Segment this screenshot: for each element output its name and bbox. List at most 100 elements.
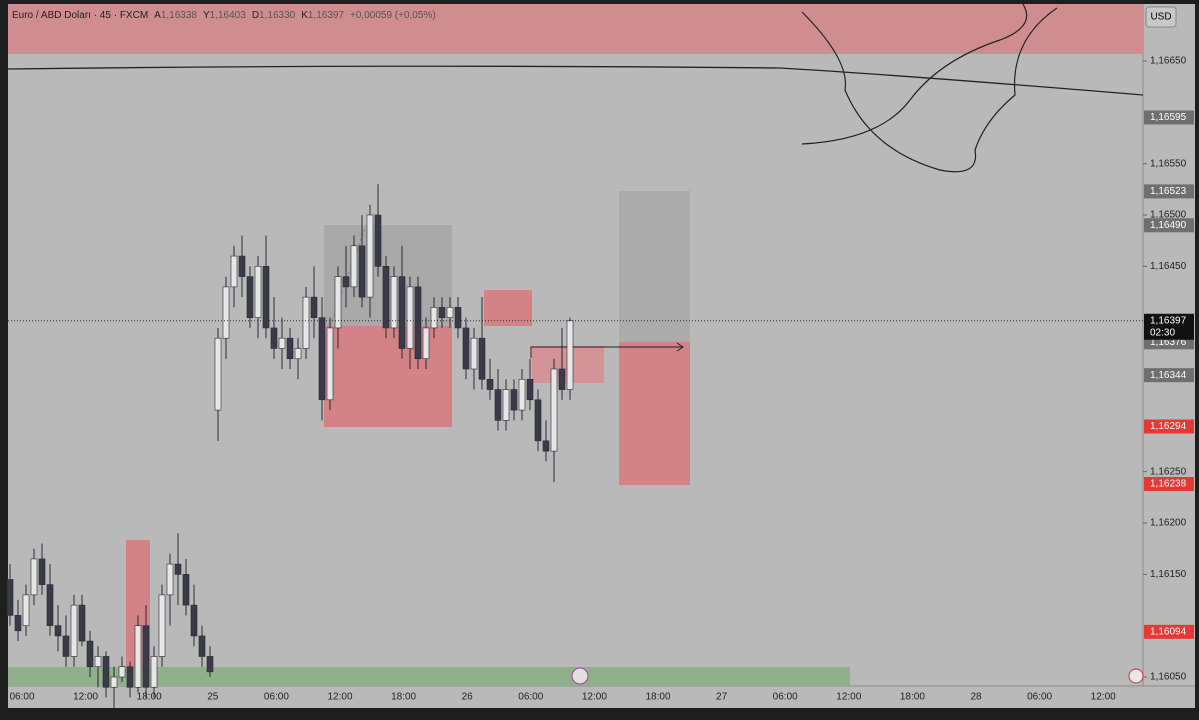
candle-body — [142, 625, 150, 688]
zone — [8, 4, 1143, 54]
candle-body — [382, 266, 390, 329]
time-label: 18:00 — [900, 692, 925, 703]
price-tag — [1144, 476, 1194, 491]
moving-average — [7, 65, 1144, 96]
candle-body — [102, 656, 110, 688]
candle-body — [438, 307, 446, 318]
candle-body — [182, 574, 190, 606]
candle-body — [62, 635, 70, 657]
candle-body — [166, 563, 174, 596]
event-icon[interactable] — [571, 667, 589, 685]
candle-body — [534, 399, 542, 442]
candle-body — [294, 348, 302, 360]
candle-body — [78, 604, 86, 642]
candle-body — [478, 337, 486, 380]
time-label: 06:00 — [264, 692, 289, 703]
zone — [484, 290, 532, 326]
candle-body — [6, 579, 14, 616]
price-axis: 1,16650 1,16550 1,16500 1,16450 1,16250 1,162… — [1143, 56, 1194, 683]
candle-body — [230, 255, 238, 288]
price-tag — [1144, 419, 1194, 434]
candle-body — [374, 214, 382, 267]
zone — [619, 342, 690, 485]
candle-body — [190, 604, 198, 637]
price-tag-label: 1,16294 — [1150, 421, 1187, 432]
candle-body — [494, 389, 502, 421]
price-tag-label: 1,16344 — [1150, 370, 1187, 381]
zone — [8, 667, 850, 686]
candle-body — [214, 337, 222, 411]
candle-body — [454, 307, 462, 329]
time-label: 12:00 — [327, 692, 352, 703]
header: Euro / ABD Doları · 45 · FXCM A1,16338 Y1,… — [12, 10, 436, 21]
tick-label: 1,16250 — [1150, 466, 1187, 477]
candle-body — [326, 327, 334, 401]
candle-body — [566, 320, 574, 390]
price-tag-label: 1,16595 — [1150, 112, 1187, 123]
price-tag — [1144, 184, 1194, 199]
candle-body — [30, 558, 38, 596]
time-label: 12:00 — [73, 692, 98, 703]
candle-body — [550, 368, 558, 452]
price-tag — [1144, 110, 1194, 125]
candle-body — [526, 378, 534, 401]
candle-body — [270, 327, 278, 349]
candle-body — [398, 276, 406, 349]
candle-body — [158, 594, 166, 657]
candle-body — [262, 266, 270, 329]
candle-body — [150, 656, 158, 688]
time-label: 28 — [970, 692, 982, 703]
price-tag — [1144, 218, 1194, 233]
candle-body — [518, 378, 526, 411]
candle-body — [510, 389, 518, 411]
currency-label: USD — [1150, 12, 1171, 23]
candle-body — [94, 656, 102, 668]
candle-body — [502, 389, 510, 421]
price-tag-label: 1,16094 — [1150, 626, 1187, 637]
time-label: 12:00 — [582, 692, 607, 703]
zone — [619, 191, 690, 342]
tick-label: 1,16450 — [1150, 261, 1187, 272]
candle-body — [246, 276, 254, 318]
candle-body — [222, 286, 230, 339]
flag-icon[interactable] — [1128, 668, 1144, 684]
zone — [324, 326, 452, 427]
candle-body — [254, 266, 262, 318]
price-tag — [1144, 368, 1194, 383]
candle-body — [358, 245, 366, 298]
price-tag-label: 1,16523 — [1150, 186, 1187, 197]
candle-body — [342, 276, 350, 288]
value: 1,16338 — [161, 10, 198, 21]
current-tag — [1144, 313, 1194, 340]
candle-body — [486, 378, 494, 390]
tick-label: 1,16500 — [1150, 210, 1187, 221]
candle-body — [542, 440, 550, 452]
candle-body — [198, 635, 206, 657]
value: 1,16403 — [210, 10, 247, 21]
candle-body — [38, 558, 46, 585]
candle-body — [14, 615, 22, 632]
tick-label: 1,16050 — [1150, 672, 1187, 683]
currency-button[interactable] — [1145, 6, 1177, 28]
candle-body — [118, 666, 126, 678]
candle-body — [318, 317, 326, 401]
candle-body — [430, 307, 438, 329]
tick-label: 1,16550 — [1150, 158, 1187, 169]
candles — [6, 184, 574, 708]
candle-body — [350, 245, 358, 288]
candle-body — [366, 214, 374, 298]
value: 1,16397 — [308, 10, 345, 21]
current-label: 1,16397 — [1150, 315, 1187, 326]
candle-body — [126, 666, 134, 688]
change: +0,00059 (+0,05%) — [350, 10, 436, 21]
time-label: 12:00 — [1091, 692, 1116, 703]
candle-body — [558, 368, 566, 390]
candle-body — [334, 276, 342, 329]
time-label: 06:00 — [773, 692, 798, 703]
price-tag-label: 1,16238 — [1150, 479, 1187, 490]
candle-body — [286, 337, 294, 360]
time-label: 18:00 — [391, 692, 416, 703]
tick-label: 1,16650 — [1150, 56, 1187, 67]
candle-body — [110, 676, 118, 688]
